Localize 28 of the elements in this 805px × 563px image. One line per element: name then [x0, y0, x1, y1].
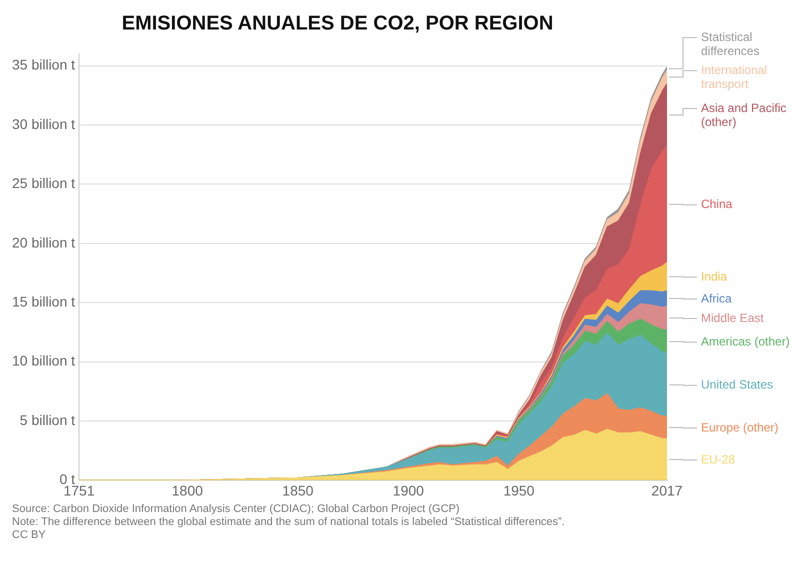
text: Note: The difference between the global estimate and the sum of national totals is labeled “Statistical differences”. — [12, 516, 566, 529]
chart-title: EMISIONES ANUALES DE CO2, POR REGION — [122, 12, 554, 35]
text: CC BY — [12, 529, 47, 542]
source-note: Source: Carbon Dioxide Information Analysis Center (CDIAC); Global Carbon Project (GCP) — [12, 503, 461, 516]
y-tick-label: 35 billion t — [12, 56, 76, 73]
text: Statistical differences — [701, 30, 760, 58]
text: Asia and Pacific (other) — [701, 100, 786, 129]
y-tick-label: 15 billion t — [12, 293, 76, 310]
text: Middle East — [701, 310, 764, 325]
x-tick-label: 1800 — [172, 482, 204, 498]
y-tick-label: 5 billion t — [20, 412, 76, 428]
y-tick-label: 20 billion t — [12, 234, 76, 250]
y-tick-label: 25 billion t — [12, 175, 76, 192]
y-tick-label: 0 t — [59, 471, 76, 488]
text: EU-28 — [701, 452, 736, 466]
text: Europe (other) — [701, 420, 778, 434]
x-tick-label: 1950 — [503, 482, 535, 498]
text: China — [701, 197, 733, 212]
text: United States — [701, 378, 774, 392]
y-tick-label: 30 billion t — [12, 116, 76, 132]
y-tick-label: 10 billion t — [12, 352, 76, 369]
text: Africa — [701, 291, 732, 306]
x-tick-label: 2017 — [651, 482, 683, 498]
text: India — [701, 269, 728, 284]
text: Americas (other) — [701, 334, 790, 348]
x-tick-label: 1850 — [282, 482, 314, 498]
text: International transport — [701, 62, 768, 91]
x-tick-label: 1900 — [392, 482, 424, 498]
